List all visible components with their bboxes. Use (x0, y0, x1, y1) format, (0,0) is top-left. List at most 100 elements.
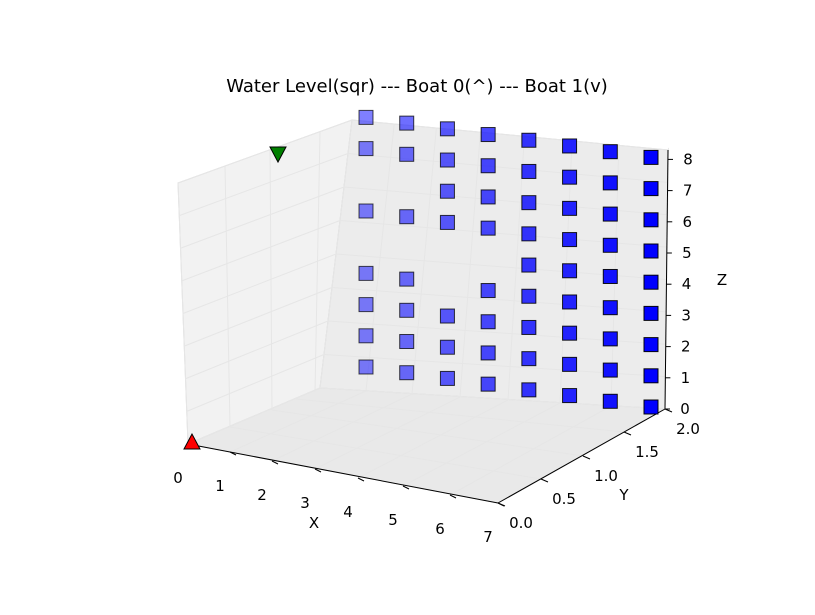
left-pane-grid-z (179, 153, 349, 217)
water-level-marker (602, 268, 618, 284)
water-level-marker (562, 294, 578, 310)
x-tick-label: 1 (215, 477, 225, 495)
left-pane-grid-z (181, 220, 341, 282)
x-tick-label: 7 (483, 528, 493, 546)
water-level-marker (439, 339, 455, 355)
water-level-marker (521, 163, 537, 179)
data-points (183, 109, 659, 450)
water-level-marker (562, 325, 578, 341)
water-level-marker (521, 382, 537, 398)
x-tick-label: 4 (343, 503, 353, 521)
left-pane-grid-z (186, 354, 325, 412)
water-level-marker (358, 328, 374, 344)
water-level-marker (643, 181, 659, 197)
y-tick-label: 2.0 (676, 420, 700, 438)
water-level-marker (399, 115, 415, 131)
left-pane-grid (314, 131, 321, 393)
water-level-marker (399, 365, 415, 381)
floor-grid-x (271, 393, 413, 462)
x-tick-mark (314, 468, 322, 473)
water-level-marker (439, 308, 455, 324)
x-tick-mark (357, 477, 365, 482)
water-level-marker (358, 109, 374, 125)
water-level-marker (358, 297, 374, 313)
water-level-marker (562, 232, 578, 248)
water-level-marker (602, 175, 618, 191)
water-level-marker (439, 183, 455, 199)
water-level-marker (643, 243, 659, 259)
chart-title: Water Level(sqr) --- Boat 0(^) --- Boat … (226, 76, 608, 97)
z-tick-label: 2 (681, 338, 691, 356)
y-tick-mark (540, 478, 549, 483)
water-level-marker (480, 189, 496, 205)
y-tick-label: 1.0 (594, 467, 618, 485)
water-level-marker (480, 345, 496, 361)
water-level-marker (480, 314, 496, 330)
water-level-marker (399, 334, 415, 350)
y-tick-mark (497, 502, 506, 507)
z-axis-label: Z (717, 271, 727, 289)
y-axis-line (497, 408, 666, 504)
y-tick-label: 1.5 (635, 443, 659, 461)
water-level-marker (521, 195, 537, 211)
x-tick-label: 2 (257, 486, 267, 504)
floor-grid-y (229, 426, 542, 480)
water-level-marker (521, 319, 537, 335)
water-level-marker (439, 214, 455, 230)
water-level-marker (521, 257, 537, 273)
water-level-marker (562, 169, 578, 185)
left-pane-grid-z (180, 186, 345, 249)
x-axis-line (187, 443, 499, 504)
z-tick-label: 0 (680, 400, 690, 418)
water-level-marker (643, 305, 659, 321)
water-level-marker (358, 359, 374, 375)
y-tick-mark (582, 455, 591, 460)
x-tick-label: 0 (173, 469, 183, 487)
water-level-marker (562, 263, 578, 279)
y-tick-label: 0.5 (552, 490, 576, 508)
water-level-marker (399, 146, 415, 162)
water-level-marker (643, 368, 659, 384)
water-level-marker (602, 393, 618, 409)
y-tick-label: 0.0 (509, 514, 533, 532)
z-tick-label: 6 (682, 213, 692, 231)
water-level-marker (643, 149, 659, 165)
water-level-marker (521, 132, 537, 148)
left-pane-grid (269, 149, 273, 411)
water-level-marker (521, 351, 537, 367)
left-pane-grid-z (185, 320, 329, 380)
water-level-marker (439, 370, 455, 386)
z-axis-line (664, 149, 669, 410)
water-level-marker (602, 144, 618, 160)
water-level-marker (399, 209, 415, 225)
x-tick-mark (229, 451, 237, 456)
water-level-marker (643, 399, 659, 415)
water-level-marker (480, 283, 496, 299)
floor-grid-y (295, 398, 625, 433)
water-level-marker (562, 356, 578, 372)
z-tick-label: 4 (682, 275, 692, 293)
floor-grid-x (449, 405, 612, 496)
water-level-marker (643, 212, 659, 228)
floor-grid-y (271, 409, 584, 457)
water-level-marker (643, 337, 659, 353)
boat-0-marker (183, 432, 201, 450)
axes-lines (187, 149, 669, 504)
water-level-marker (480, 158, 496, 174)
x-tick-mark (271, 460, 279, 465)
axes-ticks: 0 1 2 3 4 5 6 7 0.0 0.5 1.0 1.5 2.0 0 1 2 3 4 5 6 7 8 (173, 150, 700, 546)
water-level-marker (358, 203, 374, 219)
water-level-marker (439, 152, 455, 168)
left-pane-grid-z (182, 253, 337, 314)
z-tick-label: 3 (681, 306, 691, 324)
water-level-marker (480, 220, 496, 236)
water-level-marker (602, 362, 618, 378)
water-level-marker (562, 388, 578, 404)
x-tick-mark (449, 494, 457, 499)
water-level-marker (399, 302, 415, 318)
z-tick-label: 7 (683, 182, 693, 200)
z-tick-label: 1 (681, 369, 691, 387)
water-level-marker (602, 300, 618, 316)
water-level-marker (358, 141, 374, 157)
